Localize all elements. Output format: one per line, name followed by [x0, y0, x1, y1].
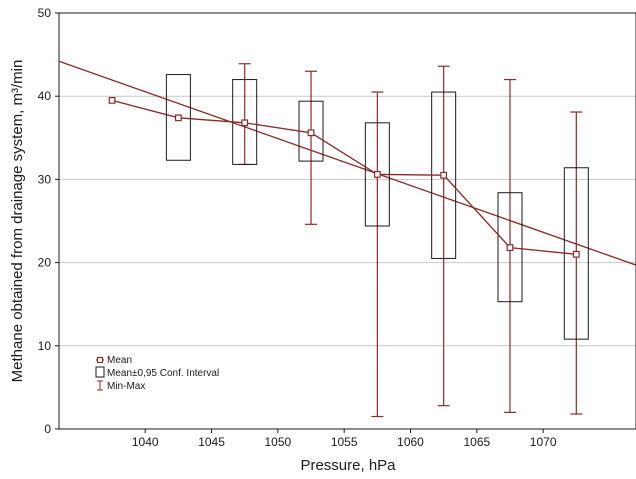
x-tick-label: 1040: [132, 435, 159, 449]
grid-lines: [59, 95, 636, 347]
legend-mean-icon: [96, 356, 104, 364]
mean-point: [572, 250, 580, 258]
mean-point: [241, 119, 249, 127]
legend-ci-icon: [95, 366, 105, 378]
x-tick-label: 1055: [331, 435, 358, 449]
x-axis: 1040 1045 1050 1055 1060 1065 1070: [132, 429, 557, 449]
mean-point: [174, 114, 182, 122]
plot-frame: [58, 12, 636, 430]
boxes-group: [165, 63, 589, 418]
mean-point: [373, 171, 381, 178]
y-tick-label: 40: [38, 89, 52, 103]
mean-line: [111, 99, 577, 255]
x-tick-label: 1060: [397, 435, 424, 449]
mean-point: [307, 129, 315, 137]
mean-series-group: [108, 96, 580, 258]
y-axis-label: Methane obtained from drainage system, m…: [9, 60, 26, 383]
y-tick-label: 20: [38, 256, 52, 270]
x-tick-label: 1050: [265, 435, 292, 449]
legend-ci-label: Mean±0,95 Conf. Interval: [107, 368, 219, 379]
x-tick-label: 1070: [530, 435, 557, 449]
y-tick-label: 0: [44, 422, 51, 436]
y-axis: 0 10 20 30 40 50: [38, 6, 59, 436]
y-tick-label: 30: [38, 172, 52, 186]
legend-mean-label: Mean: [107, 355, 132, 366]
x-tick-label: 1065: [463, 435, 490, 449]
trend-line-group: [58, 60, 636, 266]
mean-point: [506, 244, 514, 252]
x-tick-label: 1045: [198, 435, 225, 449]
y-tick-label: 10: [38, 339, 52, 353]
y-tick-label: 50: [38, 6, 52, 20]
mean-point: [440, 171, 448, 179]
x-axis-label: Pressure, hPa: [300, 457, 396, 474]
ci-box: [497, 192, 523, 303]
trend-line: [58, 60, 636, 266]
mean-point: [108, 96, 116, 104]
legend: Mean Mean±0,95 Conf. Interval Min-Max: [95, 355, 219, 392]
ci-box: [165, 74, 191, 161]
legend-minmax-icon: [97, 380, 103, 391]
legend-minmax-label: Min-Max: [107, 381, 145, 392]
